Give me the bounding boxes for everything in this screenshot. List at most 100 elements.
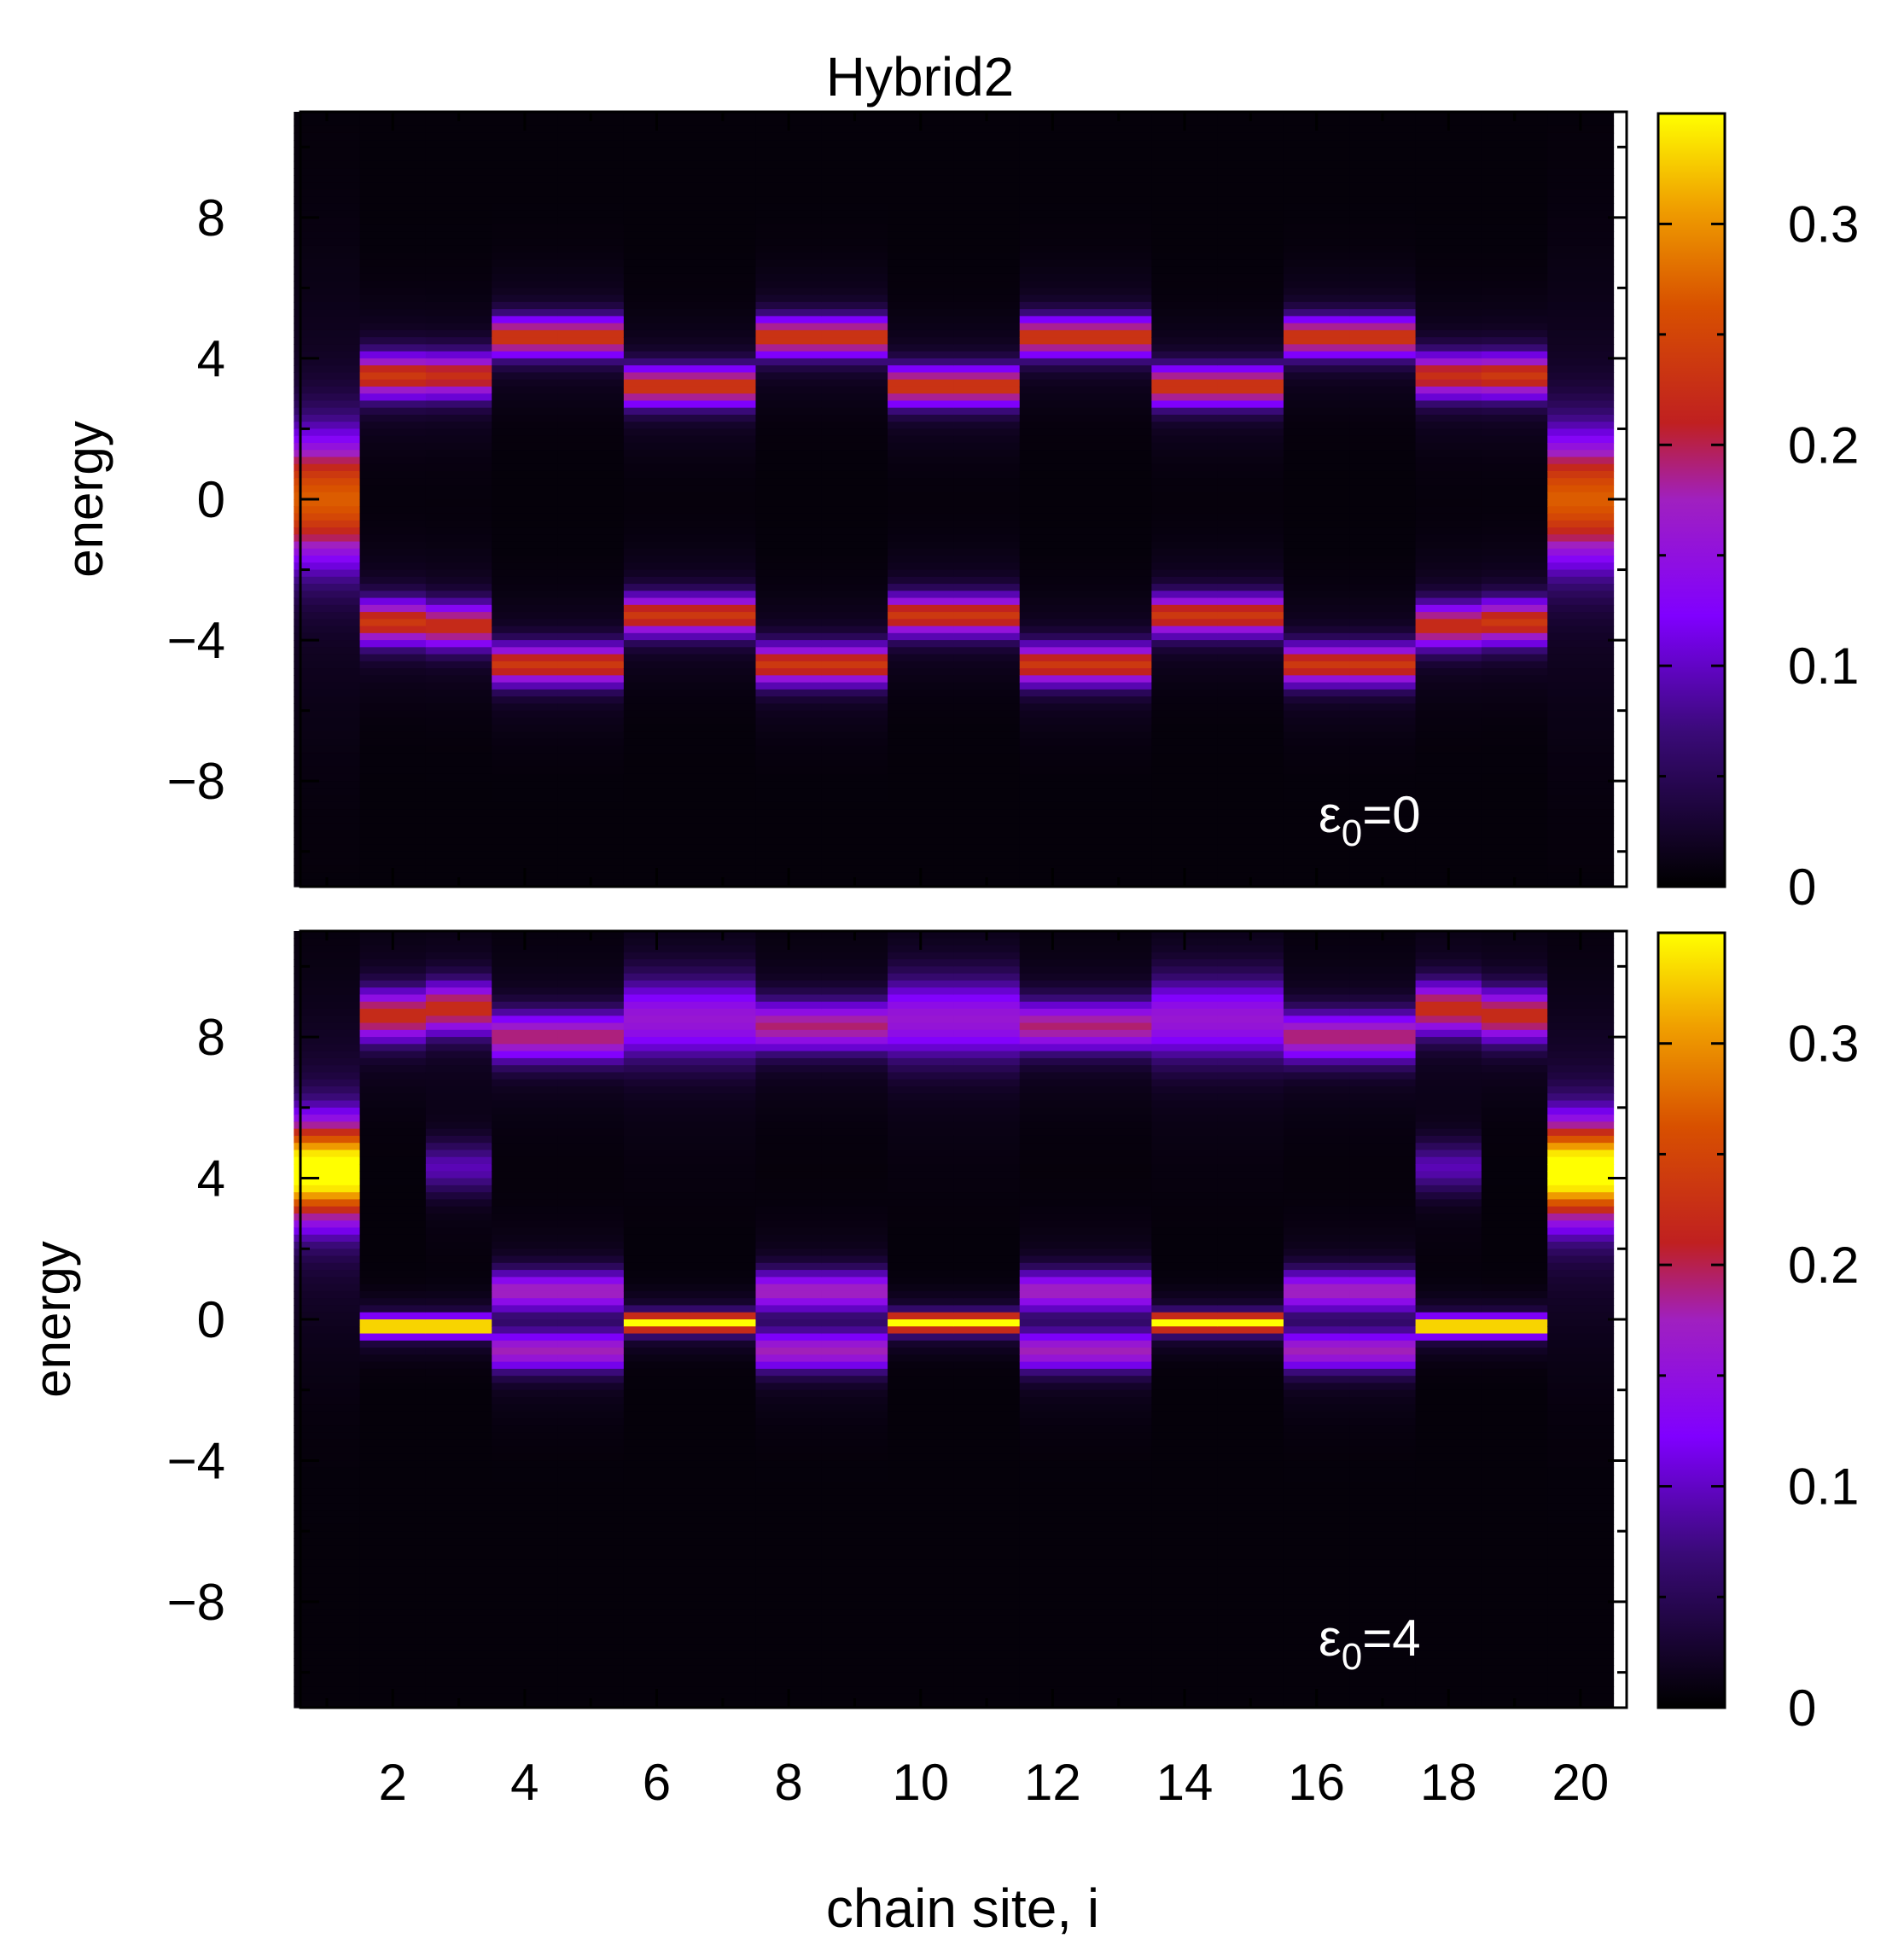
heatmap-cell [888,696,954,704]
heatmap-cell [1086,203,1152,212]
heatmap-cell [1151,132,1219,141]
heatmap-cell [690,952,757,960]
y-tick-label: 0 [197,1291,225,1348]
heatmap-cell [1151,1009,1219,1016]
heatmap-cell [359,147,427,155]
heatmap-cell [425,668,492,676]
heatmap-cell [888,1093,954,1102]
heatmap-cell [294,938,361,946]
heatmap-cell [821,823,888,831]
heatmap-cell [1019,1044,1086,1052]
heatmap-cell [1283,725,1350,732]
heatmap-cell [557,1213,625,1221]
heatmap-cell [1415,1418,1482,1426]
heatmap-cell [953,1523,1021,1532]
heatmap-cell [294,1644,361,1652]
site-column-7 [690,931,757,1709]
heatmap-cell [557,457,625,465]
heatmap-cell [359,731,427,740]
heatmap-cell [294,400,361,409]
heatmap-cell [888,619,954,627]
heatmap-cell [1086,245,1152,253]
heatmap-cell [623,1156,690,1165]
heatmap-cell [623,1022,690,1031]
heatmap-cell [690,463,757,472]
heatmap-cell [755,1242,823,1249]
heatmap-cell [425,788,492,796]
heatmap-cell [294,1270,361,1278]
heatmap-cell [755,1503,823,1511]
heatmap-cell [1283,1156,1350,1165]
heatmap-cell [492,253,559,260]
heatmap-cell [1547,760,1615,768]
heatmap-cell [1019,1079,1086,1087]
heatmap-cell [1547,1538,1615,1546]
heatmap-cell [1086,1340,1152,1348]
heatmap-cell [690,1637,757,1645]
heatmap-cell [1547,1516,1615,1525]
heatmap-cell [1349,344,1417,352]
heatmap-cell [690,309,757,317]
heatmap-cell [888,1164,954,1172]
heatmap-cell [1217,534,1284,543]
heatmap-cell [1481,1249,1548,1257]
heatmap-cell [623,407,690,416]
heatmap-cell [1481,1016,1548,1024]
heatmap-cell [1547,1079,1615,1087]
heatmap-cell [1481,1531,1548,1540]
heatmap-cell [821,1383,888,1391]
heatmap-cell [1086,1029,1152,1038]
heatmap-cell [1086,809,1152,818]
heatmap-cell [1547,1622,1615,1631]
heatmap-cell [492,823,559,831]
heatmap-cell [294,442,361,451]
heatmap-cell [821,1538,888,1546]
heatmap-cell [492,147,559,155]
heatmap-cell [1415,281,1482,288]
heatmap-cell [557,1143,625,1151]
heatmap-cell [1481,119,1548,127]
heatmap-cell [888,210,954,218]
heatmap-cell [492,801,559,810]
heatmap-cell [690,478,757,486]
heatmap-cell [425,1644,492,1652]
heatmap-cell [1217,1411,1284,1419]
heatmap-cell [623,1305,690,1313]
heatmap-cell [690,1439,757,1447]
heatmap-cell [1547,1510,1615,1518]
heatmap-cell [557,288,625,296]
heatmap-cell [755,1389,823,1398]
heatmap-cell [888,640,954,648]
heatmap-cell [294,966,361,975]
heatmap-cell [953,1044,1021,1052]
heatmap-cell [1217,1658,1284,1666]
heatmap-cell [492,1622,559,1631]
heatmap-cell [1547,175,1615,183]
heatmap-cell [690,1665,757,1674]
heatmap-cell [690,626,757,634]
heatmap-cell [1547,527,1615,535]
heatmap-cell [1151,1475,1219,1482]
heatmap-cell [821,938,888,946]
heatmap-cell [557,959,625,967]
heatmap-cell [1283,1510,1350,1518]
heatmap-cell [425,1086,492,1094]
heatmap-cell [1349,1333,1417,1342]
heatmap-cell [1481,253,1548,260]
heatmap-cell [557,372,625,381]
heatmap-cell [888,478,954,486]
heatmap-cell [425,844,492,853]
heatmap-cell [294,1001,361,1010]
heatmap-cell [425,119,492,127]
heatmap-cell [755,196,823,204]
heatmap-cell [1283,414,1350,422]
heatmap-cell [623,626,690,634]
heatmap-cell [1086,1326,1152,1335]
heatmap-cell [1481,154,1548,162]
heatmap-cell [1217,499,1284,507]
heatmap-cell [1086,1622,1152,1631]
heatmap-cell [1547,1319,1615,1327]
heatmap-cell [492,816,559,824]
heatmap-cell [888,837,954,846]
heatmap-cell [1415,858,1482,866]
